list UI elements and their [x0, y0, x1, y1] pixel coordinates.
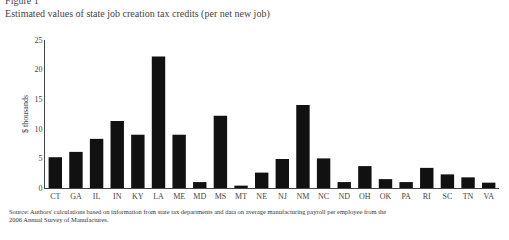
svg-text:MS: MS — [215, 192, 227, 201]
svg-text:ND: ND — [338, 192, 350, 201]
svg-text:KY: KY — [132, 192, 144, 201]
svg-text:IN: IN — [113, 192, 122, 201]
svg-text:15: 15 — [34, 95, 42, 104]
svg-text:TN: TN — [463, 192, 474, 201]
svg-text:Figure 1Estimated values of st: Figure 1Estimated values of state job cr… — [5, 0, 270, 20]
svg-text:10: 10 — [34, 125, 42, 134]
svg-text:$ thousands: $ thousands — [21, 95, 30, 133]
svg-text:GA: GA — [70, 192, 82, 201]
svg-text:5: 5 — [38, 154, 42, 163]
svg-text:MT: MT — [235, 192, 247, 201]
svg-text:MD: MD — [193, 192, 206, 201]
svg-text:0: 0 — [38, 184, 42, 193]
svg-text:25: 25 — [34, 36, 42, 45]
svg-text:OH: OH — [359, 192, 371, 201]
svg-text:ME: ME — [173, 192, 185, 201]
svg-text:OK: OK — [380, 192, 392, 201]
svg-text:20: 20 — [34, 65, 42, 74]
svg-text:LA: LA — [153, 192, 164, 201]
svg-text:Source: Authors' calculations: Source: Authors' calculations based on i… — [9, 208, 386, 223]
svg-text:PA: PA — [401, 192, 411, 201]
svg-text:NE: NE — [256, 192, 267, 201]
svg-text:RI: RI — [423, 192, 431, 201]
svg-text:NM: NM — [297, 192, 310, 201]
svg-text:NC: NC — [318, 192, 329, 201]
svg-text:VA: VA — [483, 192, 494, 201]
svg-text:IL: IL — [93, 192, 101, 201]
svg-text:SC: SC — [443, 192, 453, 201]
svg-text:NJ: NJ — [278, 192, 287, 201]
svg-text:CT: CT — [50, 192, 60, 201]
